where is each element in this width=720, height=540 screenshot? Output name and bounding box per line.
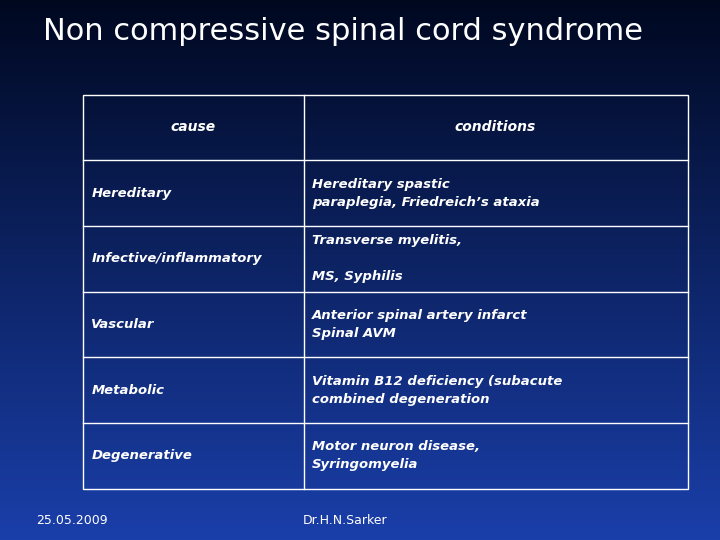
- Bar: [83, 94, 688, 489]
- Text: conditions: conditions: [455, 120, 536, 134]
- Text: Metabolic: Metabolic: [91, 383, 164, 397]
- Text: Anterior spinal artery infarct
Spinal AVM: Anterior spinal artery infarct Spinal AV…: [312, 309, 528, 340]
- Text: Transverse myelitis,

MS, Syphilis: Transverse myelitis, MS, Syphilis: [312, 234, 462, 284]
- Text: Infective/inflammatory: Infective/inflammatory: [91, 252, 262, 265]
- Text: cause: cause: [171, 120, 216, 134]
- Text: Non compressive spinal cord syndrome: Non compressive spinal cord syndrome: [43, 17, 643, 46]
- Text: Motor neuron disease,
Syringomyelia: Motor neuron disease, Syringomyelia: [312, 440, 480, 471]
- Text: Vitamin B12 deficiency (subacute
combined degeneration: Vitamin B12 deficiency (subacute combine…: [312, 375, 562, 406]
- Text: Dr.H.N.Sarker: Dr.H.N.Sarker: [302, 514, 387, 526]
- Text: Hereditary spastic
paraplegia, Friedreich’s ataxia: Hereditary spastic paraplegia, Friedreic…: [312, 178, 540, 208]
- Text: Degenerative: Degenerative: [91, 449, 192, 462]
- Text: 25.05.2009: 25.05.2009: [36, 514, 107, 526]
- Text: Hereditary: Hereditary: [91, 186, 171, 200]
- Text: Vascular: Vascular: [91, 318, 155, 331]
